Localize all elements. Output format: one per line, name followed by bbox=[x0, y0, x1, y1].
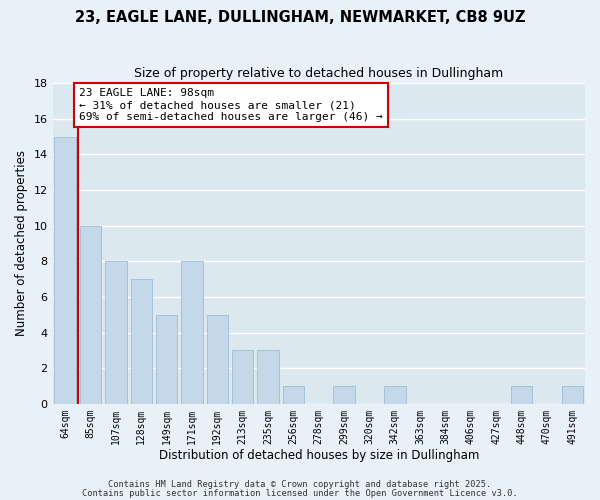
Bar bbox=[283, 386, 304, 404]
Bar bbox=[131, 279, 152, 404]
Bar bbox=[511, 386, 532, 404]
Bar bbox=[55, 136, 76, 404]
Bar bbox=[562, 386, 583, 404]
Text: Contains HM Land Registry data © Crown copyright and database right 2025.: Contains HM Land Registry data © Crown c… bbox=[109, 480, 491, 489]
Y-axis label: Number of detached properties: Number of detached properties bbox=[15, 150, 28, 336]
Bar bbox=[384, 386, 406, 404]
Bar bbox=[334, 386, 355, 404]
Bar bbox=[156, 314, 178, 404]
Bar bbox=[257, 350, 279, 404]
Text: 23, EAGLE LANE, DULLINGHAM, NEWMARKET, CB8 9UZ: 23, EAGLE LANE, DULLINGHAM, NEWMARKET, C… bbox=[75, 10, 525, 25]
Bar bbox=[80, 226, 101, 404]
Bar bbox=[206, 314, 228, 404]
Title: Size of property relative to detached houses in Dullingham: Size of property relative to detached ho… bbox=[134, 68, 503, 80]
Text: Contains public sector information licensed under the Open Government Licence v3: Contains public sector information licen… bbox=[82, 489, 518, 498]
Bar bbox=[181, 262, 203, 404]
Bar bbox=[105, 262, 127, 404]
Bar bbox=[232, 350, 253, 404]
Text: 23 EAGLE LANE: 98sqm
← 31% of detached houses are smaller (21)
69% of semi-detac: 23 EAGLE LANE: 98sqm ← 31% of detached h… bbox=[79, 88, 383, 122]
X-axis label: Distribution of detached houses by size in Dullingham: Distribution of detached houses by size … bbox=[158, 450, 479, 462]
